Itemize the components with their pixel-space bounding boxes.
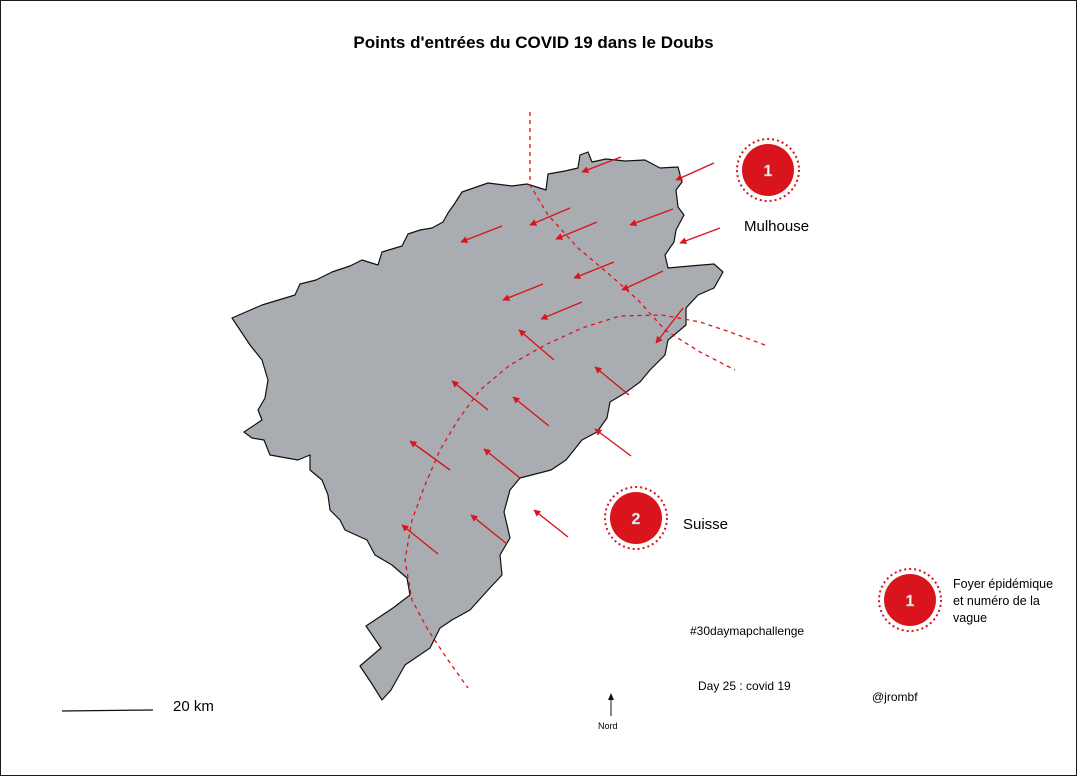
arrow xyxy=(594,366,630,396)
arrow xyxy=(533,509,569,538)
arrow xyxy=(540,301,583,320)
scale-label: 20 km xyxy=(173,698,214,715)
hashtag-label: #30daymapchallenge xyxy=(690,624,805,638)
day-label: Day 25 : covid 19 xyxy=(698,679,791,693)
arrow xyxy=(555,221,598,240)
arrow xyxy=(621,270,664,291)
doubs-department xyxy=(231,151,724,701)
foyer-marker-1: 1 xyxy=(736,138,800,202)
arrow xyxy=(594,428,632,457)
arrow xyxy=(629,208,674,227)
arrow xyxy=(502,283,544,301)
arrow xyxy=(483,448,521,479)
legend-number: 1 xyxy=(906,593,915,610)
foyer-number-2: 2 xyxy=(632,511,641,528)
arrow xyxy=(655,307,684,344)
arrow xyxy=(401,524,439,555)
arrow xyxy=(581,156,622,174)
arrow xyxy=(409,440,451,471)
author-label: @jrombf xyxy=(872,690,918,704)
foyer-marker-2: 2 xyxy=(604,486,668,550)
entry-arrows xyxy=(401,156,721,555)
foyer-label-suisse: Suisse xyxy=(683,516,729,533)
map-title: Points d'entrées du COVID 19 dans le Dou… xyxy=(353,33,714,52)
foyer-number-1: 1 xyxy=(764,163,773,180)
arrow xyxy=(675,162,715,181)
scale-bar xyxy=(61,709,154,712)
arrow xyxy=(460,225,503,243)
foyer-label-mulhouse: Mulhouse xyxy=(744,218,810,235)
arrow xyxy=(512,396,550,427)
arrow xyxy=(529,207,571,226)
wave-line-south xyxy=(404,314,766,689)
arrow xyxy=(470,514,508,545)
legend-text: Foyer épidémique et numéro de la vague xyxy=(953,577,1054,625)
wave-line-north xyxy=(529,112,736,371)
legend-marker: 1 xyxy=(878,568,942,632)
arrow xyxy=(679,227,721,245)
arrow xyxy=(451,380,489,411)
arrow xyxy=(573,261,615,279)
arrow xyxy=(518,329,555,361)
north-arrow-icon xyxy=(608,693,614,716)
north-label: Nord xyxy=(598,721,618,731)
